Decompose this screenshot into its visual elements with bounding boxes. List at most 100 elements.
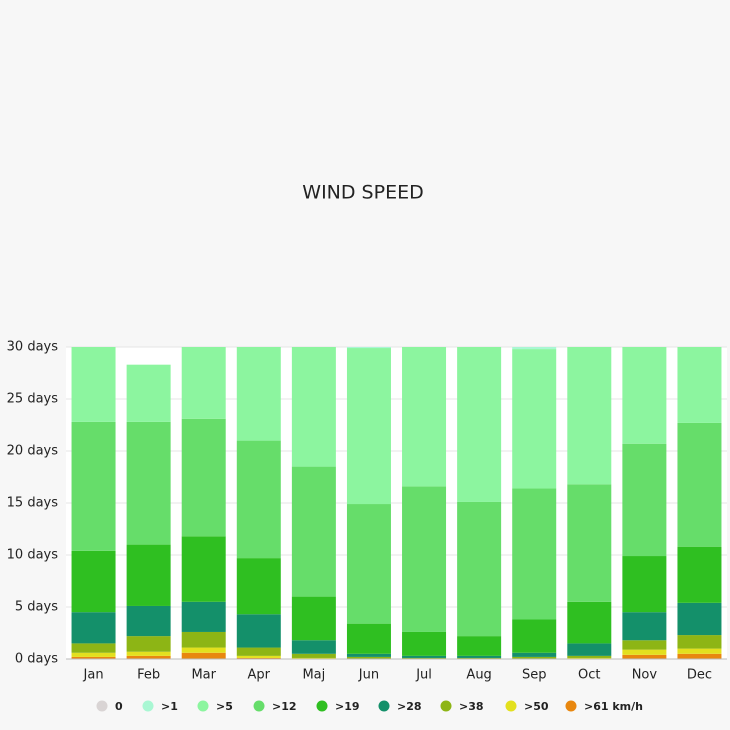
bar-segment [402, 347, 447, 487]
bar-segment [512, 347, 557, 350]
bar-segment [291, 466, 336, 597]
bar-segment [622, 556, 667, 613]
bar-segment [457, 347, 502, 502]
bar-segment [71, 652, 116, 657]
bar-segment [457, 636, 502, 656]
bar-segment [622, 347, 667, 444]
bar-segment [181, 647, 226, 653]
bar-segment [236, 440, 281, 559]
y-tick-label: 0 days [15, 652, 58, 667]
x-tick-label: Nov [632, 668, 658, 683]
bar-segment [457, 501, 502, 637]
bar-segment [181, 652, 226, 659]
legend-label: >61 km/h [584, 700, 643, 713]
legend-label: >12 [272, 700, 297, 713]
bar-segment [181, 418, 226, 537]
bar-segment [346, 653, 391, 657]
bar-segment [291, 653, 336, 658]
legend-label: >50 [524, 700, 549, 713]
legend-marker [197, 700, 209, 712]
bar-segment [291, 596, 336, 641]
bar-segment [291, 347, 336, 467]
bar-segment [457, 657, 502, 659]
bar-segment [236, 657, 281, 659]
bar-segment [346, 348, 391, 505]
legend-marker [316, 700, 328, 712]
bar-segment [622, 649, 667, 655]
bar-segment [677, 347, 722, 423]
bar-segment [677, 653, 722, 659]
bar-segment [71, 612, 116, 644]
bar-segment [126, 655, 171, 659]
bar-segment [622, 443, 667, 557]
bar-segment [236, 647, 281, 656]
bar-segment [71, 550, 116, 613]
bar-segment [71, 421, 116, 551]
bar-segment [402, 655, 447, 658]
bar-segment [126, 421, 171, 545]
bar-segment [677, 602, 722, 636]
legend-label: >5 [216, 700, 233, 713]
bar-segment [512, 652, 557, 657]
bar-segment [181, 631, 226, 648]
x-tick-label: Sep [522, 668, 547, 683]
bar-segment [346, 623, 391, 654]
legend-marker [505, 700, 517, 712]
bar-segment [291, 657, 336, 659]
x-tick-label: Jan [83, 668, 104, 683]
bar-segment [567, 655, 612, 658]
legend-marker [142, 700, 154, 712]
bar-segment [346, 504, 391, 624]
y-tick-label: 15 days [7, 496, 59, 511]
bar-segment [457, 655, 502, 658]
bar-segment [346, 656, 391, 659]
bar-segment [181, 536, 226, 602]
x-tick-label: Apr [248, 668, 271, 683]
bar-segment [181, 347, 226, 419]
x-tick-label: Mar [191, 668, 216, 683]
legend-marker [253, 700, 265, 712]
bar-segment [512, 488, 557, 620]
bar-segment [126, 544, 171, 606]
bar-segment [402, 631, 447, 656]
legend-marker [440, 700, 452, 712]
y-tick-label: 25 days [7, 392, 59, 407]
bar-segment [71, 643, 116, 653]
bar-segment [181, 601, 226, 632]
x-tick-label: Jul [415, 668, 432, 683]
bar-segment [512, 349, 557, 489]
bar-segment [622, 612, 667, 641]
legend-label: >1 [161, 700, 178, 713]
legend-marker [565, 700, 577, 712]
bar-segment [236, 347, 281, 441]
bar-segment [567, 601, 612, 644]
bar-segment [622, 654, 667, 659]
bar-segment [236, 655, 281, 658]
bar-segment [291, 640, 336, 654]
x-tick-label: Oct [578, 668, 600, 683]
y-tick-label: 20 days [7, 444, 59, 459]
bar-segment [236, 614, 281, 648]
bar-segment [512, 619, 557, 653]
bar-segment [677, 648, 722, 654]
chart-title: WIND SPEED [302, 182, 423, 204]
y-tick-label: 10 days [7, 548, 59, 563]
legend-marker [378, 700, 390, 712]
legend-label: >19 [335, 700, 360, 713]
x-tick-label: Jun [358, 668, 379, 683]
x-tick-label: Maj [302, 668, 325, 683]
y-tick-label: 5 days [15, 600, 58, 615]
x-tick-label: Dec [687, 668, 712, 683]
bar-segment [567, 347, 612, 485]
x-tick-label: Feb [137, 668, 160, 683]
bar-segment [677, 422, 722, 547]
legend-label: >38 [459, 700, 484, 713]
legend-label: 0 [115, 700, 123, 713]
x-tick-label: Aug [466, 668, 491, 683]
bar-segment [677, 546, 722, 603]
bar-segment [126, 651, 171, 656]
bar-segment [512, 656, 557, 659]
bar-segment [567, 643, 612, 656]
bar-segment [567, 657, 612, 659]
